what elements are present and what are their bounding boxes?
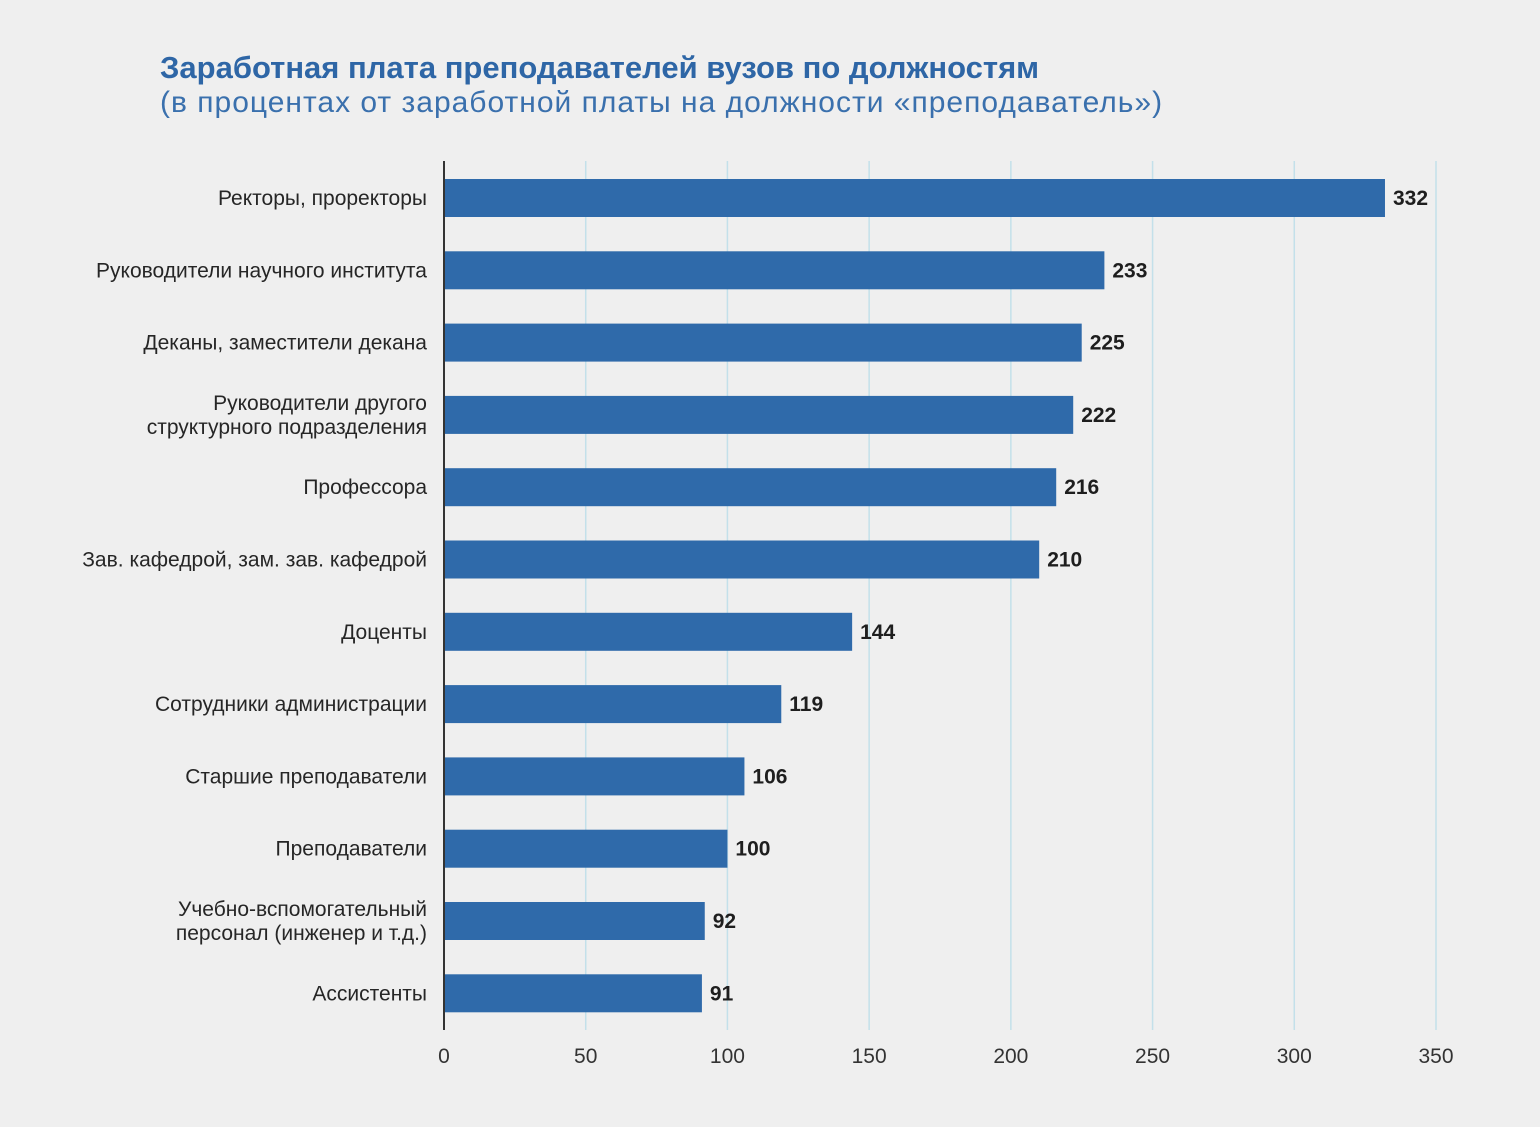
data-label: 144 xyxy=(860,621,895,644)
category-label: Учебно-вспомогательный xyxy=(178,898,427,921)
bar xyxy=(444,757,745,796)
category-label: Ассистенты xyxy=(312,982,427,1005)
data-label: 210 xyxy=(1047,549,1082,572)
bar xyxy=(444,179,1385,217)
data-label: 92 xyxy=(713,910,736,933)
bar xyxy=(444,612,853,651)
category-label: Деканы, заместители декана xyxy=(143,332,427,355)
category-label: Ректоры, проректоры xyxy=(218,187,427,210)
x-tick-label: 100 xyxy=(710,1045,745,1068)
grid-lines xyxy=(584,161,1437,1030)
data-label: 225 xyxy=(1090,332,1125,355)
bar xyxy=(444,902,705,940)
x-tick-label: 300 xyxy=(1277,1045,1312,1068)
data-label: 91 xyxy=(710,982,734,1005)
data-label: 216 xyxy=(1064,476,1099,499)
x-tick-label: 50 xyxy=(574,1045,597,1068)
category-label: Преподаватели xyxy=(276,838,427,861)
bar xyxy=(444,974,702,1013)
data-label: 100 xyxy=(735,838,770,861)
data-label: 233 xyxy=(1112,259,1147,282)
x-tick-label: 0 xyxy=(438,1045,450,1068)
category-label: Зав. кафедрой, зам. зав. кафедрой xyxy=(82,549,427,572)
category-label: Доценты xyxy=(341,621,427,644)
chart-title: Заработная плата преподавателей вузов по… xyxy=(160,50,1040,85)
bar xyxy=(444,829,728,868)
category-label: Сотрудники администрации xyxy=(155,693,427,716)
bar xyxy=(444,323,1082,362)
category-label: Старшие преподаватели xyxy=(185,765,427,788)
bar xyxy=(444,540,1040,579)
category-label: Руководители другого xyxy=(213,392,427,415)
category-label: структурного подразделения xyxy=(147,416,427,439)
bars xyxy=(444,179,1385,1013)
category-label: персонал (инженер и т.д.) xyxy=(176,922,427,945)
x-tick-label: 350 xyxy=(1418,1045,1453,1068)
bar xyxy=(444,468,1057,507)
data-label: 106 xyxy=(752,765,787,788)
bar xyxy=(444,395,1074,434)
labels: 0 50 100 150 200 250 300 350 332 Ректоры, прорект… xyxy=(82,187,1453,1068)
category-label: Руководители научного института xyxy=(96,259,427,282)
bar xyxy=(444,685,782,724)
x-tick-label: 150 xyxy=(852,1045,887,1068)
x-tick-label: 200 xyxy=(993,1045,1028,1068)
bar xyxy=(444,251,1105,290)
data-label: 222 xyxy=(1081,404,1116,427)
category-label: Профессора xyxy=(303,476,427,499)
x-tick-label: 250 xyxy=(1135,1045,1170,1068)
data-label: 332 xyxy=(1393,187,1428,210)
data-label: 119 xyxy=(789,693,823,716)
chart-subtitle: (в процентах от заработной платы на долж… xyxy=(160,86,1164,119)
